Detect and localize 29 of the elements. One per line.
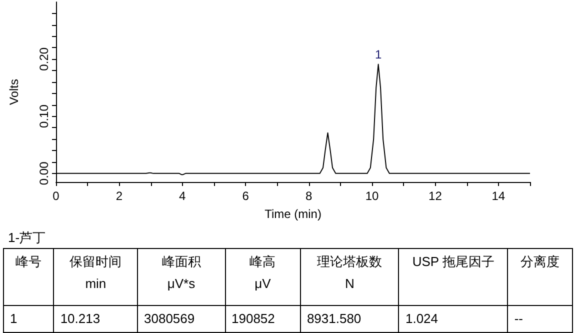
text: 190852 [225,306,300,332]
text: 3080569 [138,306,226,332]
x-tick-label: 12 [428,189,442,203]
text: 1 [4,306,54,332]
text: 峰面积 μV*s [138,248,226,306]
x-axis-title: Time (min) [264,207,322,221]
text: 分离度 [508,248,572,306]
y-tick-label: 0.10 [37,104,51,128]
text: 峰号 [4,248,54,306]
x-tick-label: 14 [492,189,506,203]
x-tick-label: 8 [305,189,312,203]
text: 保留时间 min [54,248,138,306]
text: 1-芦丁 [7,229,47,247]
x-tick-label: 2 [116,189,123,203]
text: 8931.580 [300,306,399,332]
x-tick-label: 0 [52,189,60,203]
annotation: 1 [374,47,382,62]
text: 理论塔板数 N [300,248,399,306]
text: 1.024 [398,306,508,332]
y-tick-label: 0.00 [37,161,51,186]
y-tick-label: 0.20 [37,47,51,71]
text: 峰高 μV [225,248,300,306]
x-tick-label: 6 [242,189,250,203]
text: USP 拖尾因子 [398,248,508,306]
y-axis-title: Volts [7,78,21,106]
text: -- [508,306,572,332]
text: 10.213 [54,306,138,332]
x-tick-label: 4 [179,189,186,203]
x-tick-label: 10 [365,189,379,203]
